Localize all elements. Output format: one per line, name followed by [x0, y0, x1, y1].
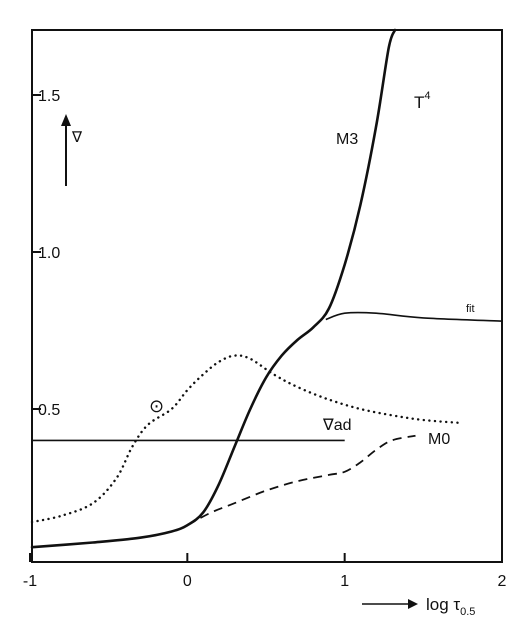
annotations: T4 M3 fit ∇ad M0 ⊙ — [149, 90, 475, 448]
series-line-m3 — [30, 28, 397, 549]
x-axis-label-group: log τ0.5 — [362, 595, 475, 618]
y-tick-label: 1.5 — [38, 88, 60, 105]
axes-box — [31, 29, 503, 563]
x-axis-label: log τ0.5 — [426, 595, 475, 618]
annotation-m3: M3 — [336, 131, 358, 148]
tick-labels: -1 0 1 2 0.5 1.0 1.5 — [23, 88, 507, 590]
y-tick-label: 1.0 — [38, 245, 60, 262]
annotation-t4: T4 — [414, 90, 431, 112]
y-axis-arrow-head — [61, 114, 71, 126]
annotation-m0: M0 — [428, 431, 450, 448]
annotation-sun: ⊙ — [149, 396, 164, 416]
axis-ticks — [29, 94, 503, 562]
x-tick-label: 0 — [183, 573, 192, 590]
annotation-nabla-ad: ∇ad — [322, 417, 352, 434]
y-axis-label: ∇ — [71, 129, 83, 146]
series-layer — [30, 28, 503, 549]
x-axis-arrow-head — [408, 599, 418, 609]
x-tick-label: -1 — [23, 573, 37, 590]
y-axis-label-group: ∇ — [61, 114, 83, 186]
series-line-m0 — [186, 434, 416, 526]
plot-frame — [31, 29, 503, 563]
x-tick-label: 2 — [498, 573, 507, 590]
y-tick-label: 0.5 — [38, 402, 60, 419]
x-tick-label: 1 — [340, 573, 349, 590]
series-line-fit — [325, 311, 503, 322]
annotation-fit: fit — [466, 303, 475, 315]
